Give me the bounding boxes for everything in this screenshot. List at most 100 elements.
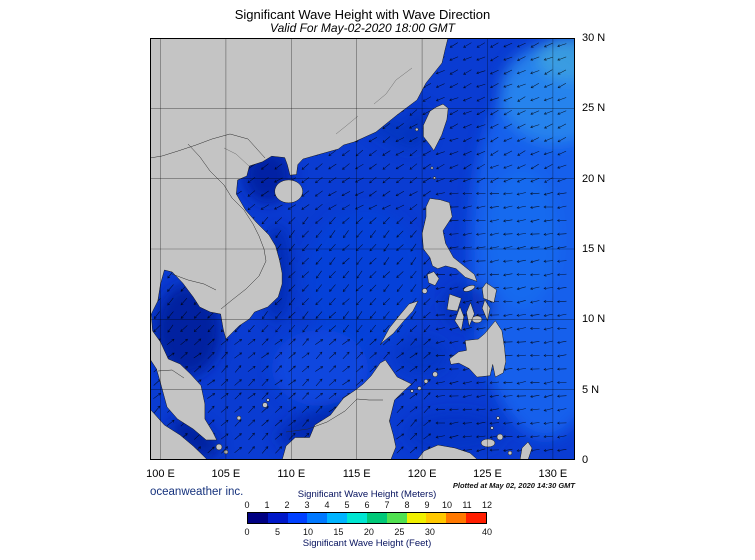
meters-tick: 9 (424, 500, 430, 510)
land-island (496, 416, 500, 420)
land-asia-mainland (150, 38, 449, 441)
colorbar-segment (327, 513, 348, 523)
feet-tick: 25 (394, 527, 405, 537)
plotted-timestamp: Plotted at May 02, 2020 14:30 GMT (452, 481, 575, 490)
land-island-sulu (432, 371, 438, 378)
page-title: Significant Wave Height with Wave Direct… (234, 7, 491, 22)
colorbar-segment (466, 513, 486, 523)
land-luzon (421, 198, 478, 282)
meters-tick: 7 (384, 500, 390, 510)
colorbar-title-feet: Significant Wave Height (Feet) (302, 538, 432, 549)
land-island (236, 415, 242, 421)
lon-label-130e: 130 E (538, 468, 568, 480)
map-frame (150, 38, 575, 460)
meters-tick: 3 (304, 500, 310, 510)
border-malaysia-indonesia (285, 398, 383, 433)
colorbar-segment (267, 513, 288, 523)
colorbar-gradient (247, 512, 487, 524)
land-island-natuna (262, 402, 268, 408)
land-sumatra (150, 408, 208, 460)
feet-tick: 20 (363, 527, 374, 537)
border-thailand-cambodia (171, 273, 217, 291)
lon-label-105e: 105 E (211, 468, 241, 480)
land-hainan (274, 179, 303, 204)
lon-label-110e: 110 E (277, 468, 306, 480)
land-masbate (463, 285, 476, 292)
lon-label-120e: 120 E (407, 468, 437, 480)
river-red (223, 147, 250, 167)
land-island-batanes (430, 166, 434, 170)
land-island-sulu (423, 379, 429, 384)
colorbar-segment (248, 513, 268, 523)
lon-label-100e: 100 E (146, 468, 175, 480)
lat-label-10n: 10 N (582, 313, 606, 325)
border-china-indochina (150, 133, 266, 159)
colorbar-segment (347, 513, 367, 523)
meters-tick: 4 (324, 500, 330, 510)
land-mindanao (449, 320, 507, 378)
lat-label-0: 0 (582, 454, 589, 466)
lat-label-30n: 30 N (582, 32, 606, 44)
meters-tick: 6 (364, 500, 370, 510)
border-thailand-malaysia (157, 369, 185, 379)
wave-map-svg (150, 38, 575, 460)
land-island (421, 288, 428, 294)
colorbar-segment (426, 513, 447, 523)
feet-tick: 40 (481, 527, 493, 537)
land-borneo (281, 359, 413, 460)
colorbar-segment (386, 513, 407, 523)
lat-label-5n: 5 N (582, 384, 600, 396)
meters-tick: 10 (441, 500, 453, 510)
lon-label-115e: 115 E (342, 468, 371, 480)
feet-tick: 5 (274, 527, 281, 537)
land-island (507, 450, 513, 456)
land-negros (454, 305, 465, 332)
colorbar-title-meters: Significant Wave Height (Meters) (297, 489, 437, 500)
meters-tick: 12 (481, 500, 493, 510)
land-island-penghu (415, 127, 419, 132)
wave-height-shading (155, 38, 575, 458)
river-china (335, 115, 359, 135)
meters-tick: 5 (344, 500, 350, 510)
graticule-layer (150, 38, 575, 460)
feet-tick: 10 (302, 527, 314, 537)
colorbar-segment (406, 513, 427, 523)
colorbar-segment (287, 513, 308, 523)
meters-tick: 2 (284, 500, 290, 510)
meters-tick: 11 (462, 500, 472, 510)
colorbar-segment (366, 513, 387, 523)
land-mindoro (427, 271, 440, 286)
river-china (373, 67, 413, 105)
lat-label-15n: 15 N (582, 243, 606, 255)
meters-tick: 0 (244, 500, 250, 510)
land-cebu (466, 301, 475, 328)
border-vietnam-laos (187, 143, 260, 237)
lat-label-20n: 20 N (582, 173, 606, 185)
land-taiwan (423, 103, 449, 152)
land-panay (446, 293, 462, 312)
lat-label-25n: 25 N (582, 102, 606, 114)
land-layer (150, 38, 533, 460)
land-island-sulu (417, 386, 422, 391)
land-island (496, 433, 504, 441)
land-island (266, 398, 270, 402)
colorbar-segment (307, 513, 328, 523)
land-samar (481, 282, 497, 303)
land-halmahera (519, 441, 533, 460)
colorbar-segment (446, 513, 467, 523)
land-island (490, 426, 494, 430)
land-island (480, 438, 496, 448)
meters-tick: 1 (264, 500, 270, 510)
land-sulawesi-arm (416, 444, 479, 460)
feet-tick: 0 (244, 527, 250, 537)
feet-tick: 15 (333, 527, 344, 537)
land-island (215, 443, 223, 451)
map-area (150, 38, 575, 460)
lon-label-125e: 125 E (473, 468, 502, 480)
meters-tick: 8 (404, 500, 410, 510)
feet-tick: 30 (424, 527, 435, 537)
valid-time-subtitle: Valid For May-02-2020 18:00 GMT (270, 21, 455, 35)
credit-oceanweather: oceanweather inc. (150, 486, 244, 498)
land-palawan (379, 300, 419, 346)
